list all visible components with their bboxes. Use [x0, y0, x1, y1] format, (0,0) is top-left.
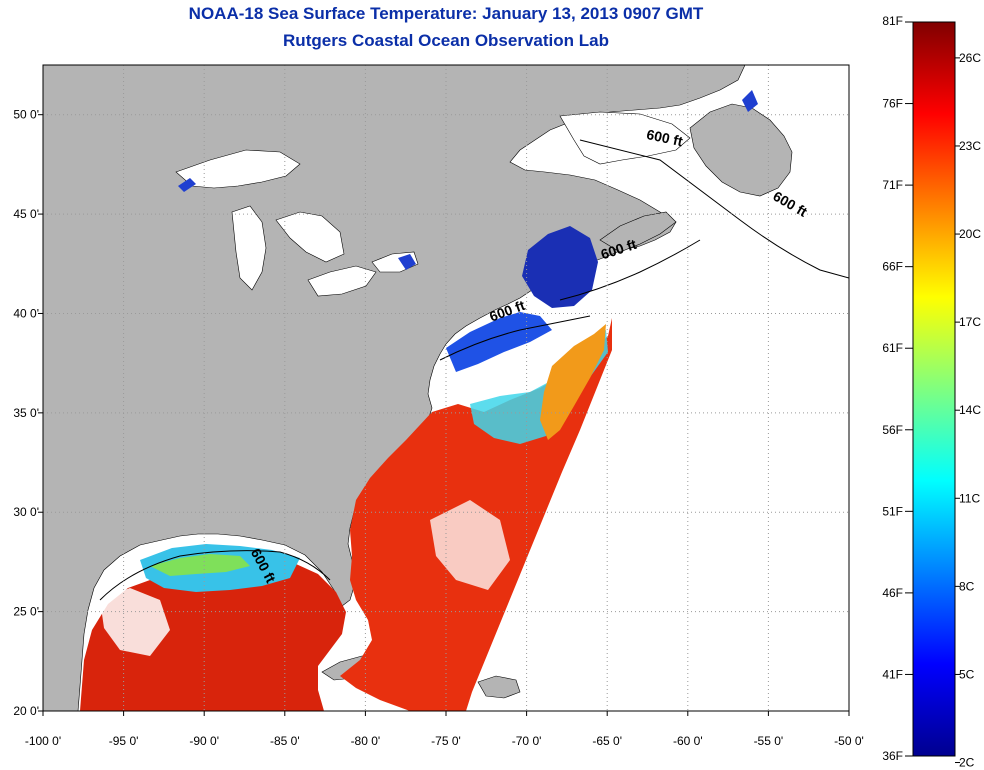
sst-patch-gulf-green [150, 554, 250, 576]
lon-tick-label: -80 0' [351, 734, 381, 748]
colorbar-f-tick-label: 41F [882, 667, 903, 681]
colorbar-f-tick-label: 51F [882, 504, 903, 518]
lon-tick-label: -50 0' [834, 734, 864, 748]
colorbar-f-tick-label: 76F [882, 97, 903, 111]
map-title: NOAA-18 Sea Surface Temperature: January… [188, 4, 704, 23]
colorbar-f-tick-label: 61F [882, 341, 903, 355]
longitude-axis: -100 0' -95 0' -90 0' -85 0' -80 0' -75 0' -70… [25, 711, 864, 748]
colorbar-c-tick-label: 5C [959, 667, 975, 681]
colorbar-fahrenheit-ticks: 36F 41F 46F 51F 56F 61F 66F 71F 76F 81F [882, 14, 913, 763]
lon-tick-label: -55 0' [754, 734, 784, 748]
sst-patch-lake-erie [398, 254, 416, 270]
colorbar-c-tick-label: 8C [959, 579, 975, 593]
lat-tick-label: 40 0' [13, 306, 39, 320]
lon-tick-label: -65 0' [592, 734, 622, 748]
lat-tick-label: 30 0' [13, 505, 39, 519]
colorbar-f-tick-label: 81F [882, 14, 903, 28]
sst-patch-gulf-white [100, 588, 170, 656]
colorbar-f-tick-label: 66F [882, 260, 903, 274]
map-subtitle: Rutgers Coastal Ocean Observation Lab [283, 31, 609, 50]
lat-tick-label: 35 0' [13, 406, 39, 420]
colorbar-c-tick-label: 20C [959, 227, 981, 241]
sst-patch-white-clouds [430, 500, 510, 590]
colorbar-c-tick-label: 2C [959, 756, 975, 770]
colorbar-c-tick-label: 23C [959, 139, 981, 153]
colorbar [912, 21, 956, 757]
colorbar-c-tick-label: 14C [959, 403, 981, 417]
colorbar-c-tick-label: 26C [959, 51, 981, 65]
colorbar-f-tick-label: 36F [882, 749, 903, 763]
lat-tick-label: 20 0' [13, 704, 39, 718]
colorbar-f-tick-label: 56F [882, 423, 903, 437]
sst-patch-gulf-maine [522, 226, 598, 308]
sst-patch-newfoundland [742, 90, 758, 112]
colorbar-f-tick-label: 46F [882, 586, 903, 600]
colorbar-celsius-ticks: 2C 5C 8C 11C 14C 17C 20C 23C 26C [955, 51, 981, 770]
lon-tick-label: -70 0' [512, 734, 542, 748]
lat-tick-label: 25 0' [13, 605, 39, 619]
sst-patch-lake-superior [178, 178, 196, 192]
colorbar-f-tick-label: 71F [882, 178, 903, 192]
colorbar-c-tick-label: 17C [959, 315, 981, 329]
latitude-axis: 20 0' 25 0' 30 0' 35 0' 40 0' 45 0' 50 0' [13, 108, 43, 718]
contour-label-600ft: 600 ft [645, 126, 684, 149]
land-newfoundland [689, 103, 793, 197]
lon-tick-label: -100 0' [25, 734, 61, 748]
lat-tick-label: 50 0' [13, 108, 39, 122]
lon-tick-label: -85 0' [270, 734, 300, 748]
lon-tick-label: -90 0' [189, 734, 219, 748]
lon-tick-label: -95 0' [109, 734, 139, 748]
sst-patch-orange [540, 324, 606, 440]
lon-tick-label: -75 0' [431, 734, 461, 748]
contour-600ft [99, 139, 849, 601]
land-hispaniola [477, 675, 521, 699]
lon-tick-label: -60 0' [673, 734, 703, 748]
lat-tick-label: 45 0' [13, 207, 39, 221]
lakes [175, 111, 691, 297]
colorbar-c-tick-label: 11C [959, 491, 980, 505]
sst-patch-blue [446, 312, 552, 372]
land-nova-scotia [599, 211, 677, 253]
